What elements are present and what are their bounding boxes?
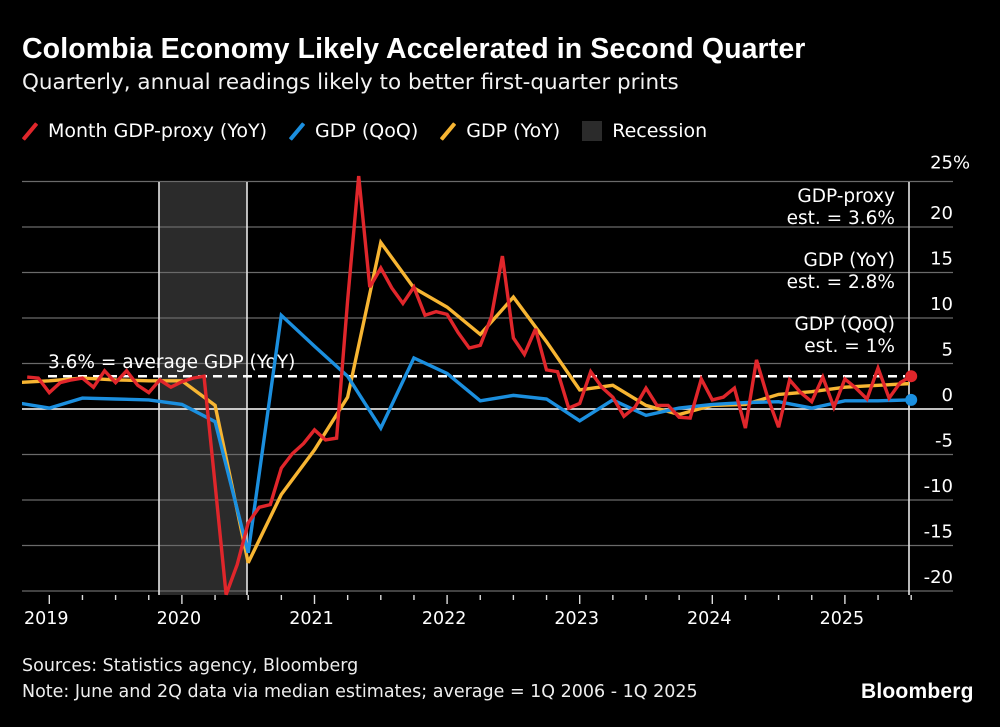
estimate-annotation-value: est. = 2.8% [787, 272, 895, 293]
average-reference-label: 3.6% = average GDP (YoY) [48, 352, 295, 373]
x-tick-label: 2023 [554, 609, 599, 629]
y-tick-label: -10 [924, 476, 953, 497]
gdp-qoq-latest-dot [905, 393, 918, 406]
estimate-annotation-title: GDP (YoY) [803, 250, 895, 271]
y-tick-label: 20 [930, 203, 953, 224]
recession-band [159, 182, 247, 595]
estimate-annotation-value: est. = 3.6% [787, 208, 895, 229]
x-tick-label: 2021 [289, 609, 334, 629]
sources-note: Sources: Statistics agency, Bloomberg [22, 656, 359, 676]
legend-label: Recession [612, 120, 708, 142]
legend-item-gdp-proxy: Month GDP-proxy (YoY) [22, 120, 267, 142]
legend-label: GDP (YoY) [466, 120, 561, 142]
estimate-annotation-value: est. = 1% [804, 336, 895, 357]
y-tick-label: 10 [930, 294, 953, 315]
legend-label: Month GDP-proxy (YoY) [48, 120, 268, 142]
legend-label: GDP (QoQ) [315, 120, 419, 142]
legend: Month GDP-proxy (YoY) GDP (QoQ) GDP (YoY… [22, 120, 729, 142]
y-tick-label: -5 [935, 431, 953, 452]
x-tick-label: 2019 [24, 609, 69, 629]
y-tick-label: -20 [924, 567, 953, 588]
legend-item-gdp-qoq: GDP (QoQ) [289, 120, 418, 142]
gdp-proxy-latest-dot [905, 370, 918, 383]
x-tick-label: 2024 [687, 609, 732, 629]
legend-item-gdp-yoy: GDP (YoY) [440, 120, 560, 142]
y-unit-label: % [953, 153, 970, 174]
recession-swatch-icon [582, 121, 603, 141]
gdp-qoq-line [22, 311, 909, 554]
gdp-proxy-line [27, 175, 909, 596]
chart-subtitle: Quarterly, annual readings likely to bet… [22, 70, 679, 95]
footnote: Note: June and 2Q data via median estima… [22, 682, 698, 702]
y-tick-label: -15 [924, 522, 953, 543]
chart-title: Colombia Economy Likely Accelerated in S… [22, 33, 806, 65]
x-tick-label: 2020 [157, 609, 202, 629]
y-tick-label: 25 [930, 153, 953, 174]
estimate-annotation-title: GDP-proxy [797, 186, 895, 207]
y-tick-label: 5 [942, 340, 953, 361]
gdp-yoy-line [22, 238, 909, 564]
series-group [22, 175, 909, 596]
legend-item-recession: Recession [582, 120, 707, 142]
bloomberg-logo: Bloomberg [861, 680, 974, 703]
y-tick-label: 0 [942, 385, 953, 406]
x-tick-label: 2025 [820, 609, 865, 629]
y-tick-label: 15 [930, 249, 953, 270]
estimate-annotation-title: GDP (QoQ) [795, 314, 896, 335]
x-tick-label: 2022 [422, 609, 467, 629]
